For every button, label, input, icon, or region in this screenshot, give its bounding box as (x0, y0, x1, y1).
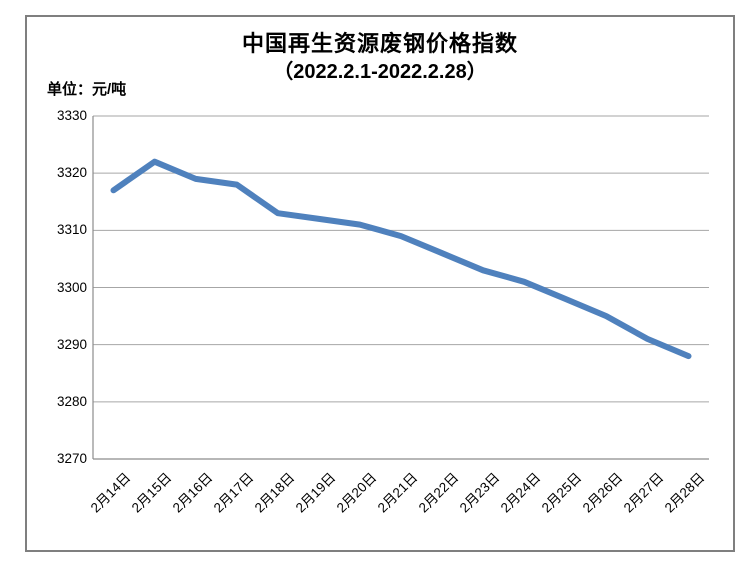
chart-frame: 中国再生资源废钢价格指数 （2022.2.1-2022.2.28） 单位：元/吨… (25, 15, 735, 552)
y-tick-label: 3300 (56, 279, 87, 295)
chart-title-line1: 中国再生资源废钢价格指数 (241, 31, 518, 56)
y-tick-label: 3280 (56, 393, 87, 409)
y-tick-label: 3330 (56, 108, 87, 123)
price-index-line (110, 158, 692, 360)
y-tick-label: 3310 (56, 222, 87, 238)
chart-title-line2: （2022.2.1-2022.2.28） (273, 61, 487, 83)
y-tick-label: 3290 (56, 336, 87, 352)
y-tick-label: 3320 (56, 165, 87, 181)
chart-title: 中国再生资源废钢价格指数 （2022.2.1-2022.2.28） (27, 30, 733, 86)
y-tick-label: 3270 (56, 451, 87, 466)
line-chart-plot (92, 115, 709, 460)
unit-label: 单位：元/吨 (47, 81, 127, 98)
